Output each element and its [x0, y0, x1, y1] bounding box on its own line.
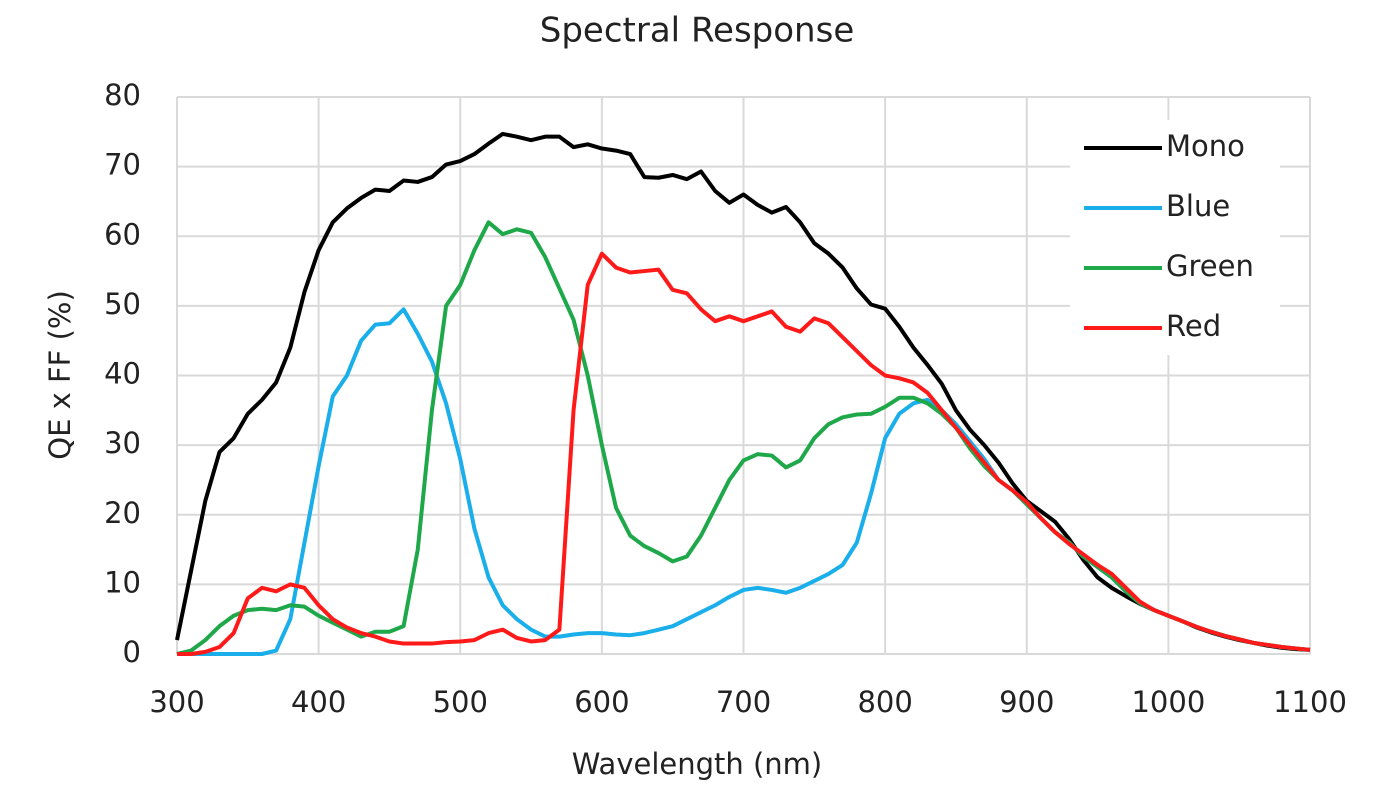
y-tick-label: 40: [104, 357, 141, 391]
x-tick-label: 400: [291, 685, 346, 719]
series-line: [177, 251, 1311, 656]
chart-title: Spectral Response: [540, 11, 854, 51]
legend-label: Blue: [1166, 189, 1230, 223]
x-tick-label: 600: [574, 685, 629, 719]
x-tick-label: 1000: [1131, 685, 1205, 719]
x-tick-label: 900: [999, 685, 1054, 719]
y-tick-label: 70: [104, 148, 141, 182]
x-axis-label: Wavelength (nm): [572, 747, 823, 781]
legend-label: Green: [1166, 249, 1254, 283]
legend-box: [1070, 120, 1280, 355]
y-tick-label: 20: [104, 496, 141, 530]
y-axis-label: QE x FF (%): [43, 290, 77, 460]
x-tick-label: 300: [149, 685, 204, 719]
x-tick-label: 1100: [1273, 685, 1347, 719]
x-tick-label: 700: [716, 685, 771, 719]
legend-label: Red: [1166, 309, 1221, 343]
x-tick-label: 500: [433, 685, 488, 719]
legend-label: Mono: [1166, 129, 1245, 163]
y-tick-label: 10: [104, 565, 141, 599]
y-tick-label: 60: [104, 217, 141, 251]
y-tick-label: 0: [123, 635, 141, 669]
y-tick-label: 80: [104, 78, 141, 112]
y-tick-label: 50: [104, 287, 141, 321]
x-tick-label: 800: [857, 685, 912, 719]
series-line: [175, 131, 1311, 652]
y-tick-label: 30: [104, 426, 141, 460]
